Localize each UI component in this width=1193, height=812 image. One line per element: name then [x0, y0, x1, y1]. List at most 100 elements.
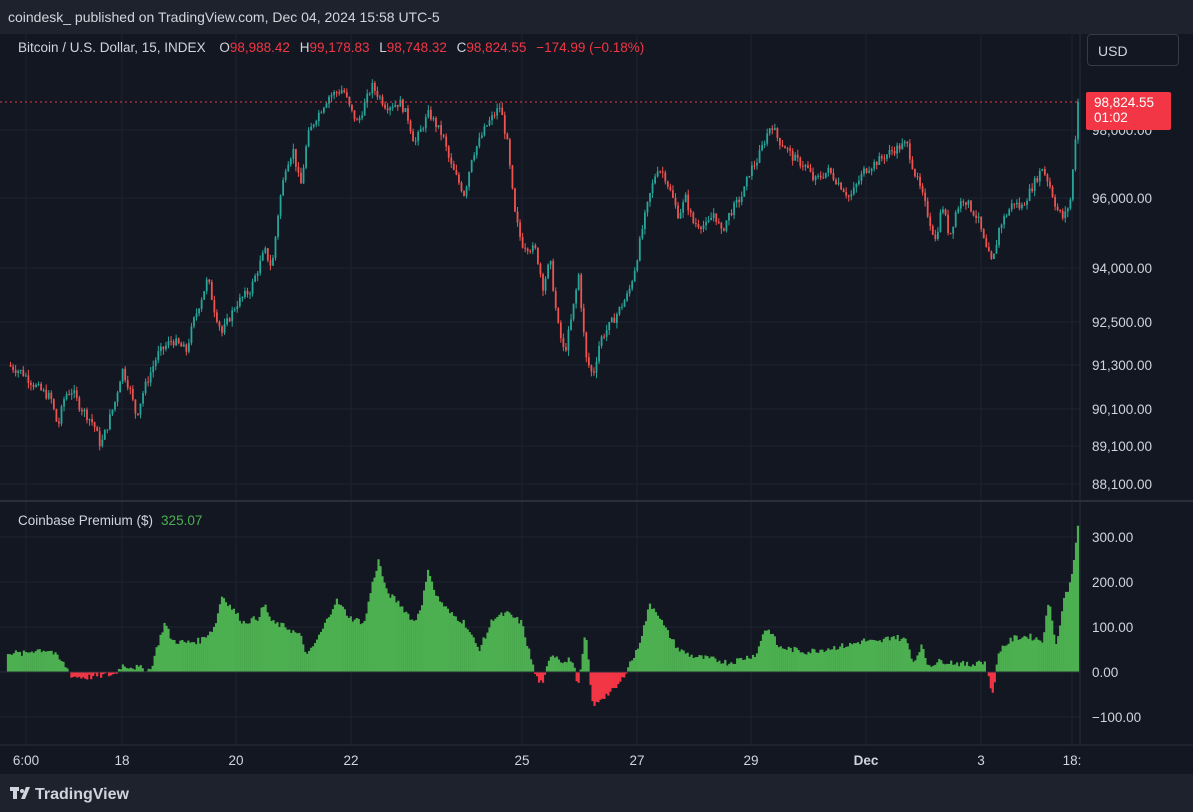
candle-body	[473, 155, 476, 161]
premium-bar	[876, 640, 879, 672]
time-axis-tick-label: 22	[343, 753, 358, 768]
premium-bar	[127, 668, 130, 672]
candle-body	[651, 183, 654, 194]
candle-body	[404, 108, 407, 112]
premium-bar	[232, 608, 235, 672]
premium-bar	[589, 672, 592, 685]
premium-bar	[1047, 604, 1050, 672]
candle-body	[842, 189, 845, 192]
premium-bar	[270, 621, 273, 672]
premium-bar	[995, 664, 998, 672]
candle-body	[967, 200, 970, 205]
premium-bar	[426, 569, 430, 672]
candle-body	[753, 165, 756, 167]
premium-bar	[214, 623, 218, 672]
candle-body	[949, 232, 952, 234]
candle-body	[68, 394, 71, 396]
premium-bar	[785, 649, 788, 672]
candle-body	[91, 419, 93, 423]
premium-bar	[672, 639, 675, 672]
premium-bar	[335, 598, 339, 672]
time-axis-tick-label: 25	[514, 753, 529, 768]
premium-bar	[72, 672, 75, 677]
premium-bar	[137, 666, 140, 672]
candle-body	[259, 260, 262, 274]
candle-body	[351, 104, 353, 111]
premium-bar	[1061, 611, 1064, 672]
candle-body	[475, 146, 478, 156]
candle-body	[96, 427, 99, 432]
premium-bar	[492, 620, 495, 672]
premium-bar	[747, 658, 751, 672]
candle-body	[807, 165, 809, 168]
premium-bar	[240, 623, 243, 672]
candle-body	[75, 390, 78, 398]
premium-bar	[549, 656, 553, 672]
indicator-name[interactable]: Coinbase Premium ($)	[18, 513, 154, 528]
candle-body	[771, 128, 774, 130]
premium-bar	[222, 598, 226, 672]
candle-body	[1043, 169, 1046, 175]
premium-bar	[258, 616, 261, 672]
premium-bar	[595, 672, 598, 702]
tradingview-logo[interactable]: TradingView	[10, 786, 129, 804]
premium-bar	[761, 634, 765, 672]
candle-body	[24, 375, 27, 377]
premium-bar	[234, 613, 237, 672]
premium-bar	[103, 672, 107, 674]
candle-body	[190, 326, 193, 343]
premium-bar	[1031, 640, 1034, 672]
premium-bar	[952, 664, 955, 672]
candle-body	[86, 409, 88, 420]
candle-body	[931, 226, 934, 235]
candle-body	[972, 211, 975, 216]
premium-bar	[690, 654, 693, 672]
premium-bar	[650, 608, 654, 672]
candle-body	[396, 104, 399, 107]
premium-bar	[183, 641, 186, 672]
premium-bar	[345, 615, 348, 672]
candle-body	[644, 212, 646, 229]
premium-bar	[910, 658, 913, 672]
premium-bar	[444, 606, 448, 672]
footer-bar	[0, 774, 1193, 812]
premium-bar	[252, 616, 255, 672]
candle-body	[384, 104, 386, 109]
candle-body	[529, 251, 532, 253]
premium-bar	[90, 672, 93, 680]
premium-bar	[567, 657, 570, 672]
premium-bar	[520, 619, 523, 672]
candle-body	[40, 383, 43, 391]
candle-body	[694, 222, 697, 224]
candle-body	[600, 336, 603, 346]
candle-body	[391, 106, 394, 108]
symbol-name[interactable]: Bitcoin / U.S. Dollar, 15, INDEX	[18, 40, 206, 55]
candle-body	[302, 167, 305, 184]
candle-body	[702, 225, 705, 229]
indicator-value: 325.07	[161, 513, 203, 528]
candle-body	[177, 338, 180, 344]
candle-body	[995, 245, 998, 254]
premium-bar	[751, 654, 755, 672]
premium-bar	[56, 654, 59, 672]
premium-bar	[296, 633, 299, 672]
candle-body	[272, 257, 274, 266]
premium-bar	[62, 661, 65, 672]
premium-bar	[726, 665, 729, 672]
premium-bar	[660, 619, 663, 672]
candle-body	[891, 150, 893, 152]
premium-bar	[894, 639, 897, 672]
candle-body	[756, 162, 758, 166]
premium-bar	[791, 652, 794, 672]
premium-bar	[1009, 637, 1012, 672]
price-axis-tick-label: 94,000.00	[1092, 261, 1152, 276]
currency-button[interactable]: USD	[1087, 34, 1179, 66]
premium-bar	[430, 581, 434, 672]
last-price-value: 98,824.55	[1094, 95, 1155, 110]
premium-bar	[102, 672, 105, 675]
premium-bar	[377, 559, 380, 672]
premium-axis-tick-label: 200.00	[1092, 575, 1133, 590]
premium-bar	[573, 667, 576, 672]
premium-bar	[448, 613, 451, 672]
